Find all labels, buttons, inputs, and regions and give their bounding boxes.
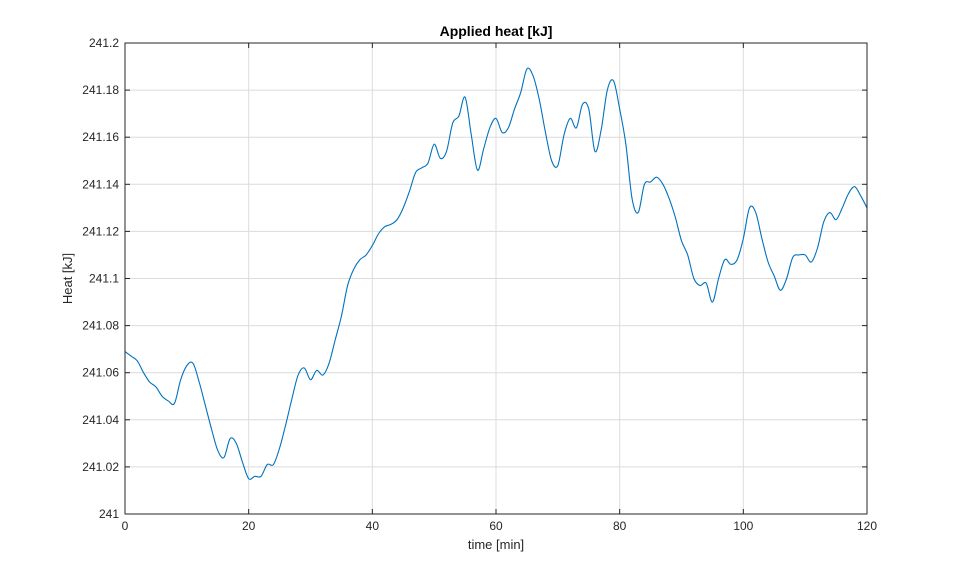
series-line xyxy=(124,67,868,480)
y-tick-label: 241.18 xyxy=(82,83,119,97)
chart-title: Applied heat [kJ] xyxy=(440,23,553,39)
y-tick-label: 241.2 xyxy=(89,36,119,50)
y-tick-label: 241 xyxy=(99,507,119,521)
y-tick-label: 241.12 xyxy=(82,224,119,238)
y-axis-ticks: 241 241.02 241.04 241.06 241.08 241.1 241.12 24… xyxy=(82,36,867,521)
y-tick-label: 241.02 xyxy=(82,460,119,474)
y-axis-label: Heat [kJ] xyxy=(60,253,75,304)
y-tick-label: 241.06 xyxy=(82,366,119,380)
x-tick-label: 120 xyxy=(857,519,877,533)
x-axis-label: time [min] xyxy=(468,537,524,552)
y-tick-label: 241.04 xyxy=(82,413,119,427)
y-tick-label: 241.08 xyxy=(82,319,119,333)
x-tick-label: 60 xyxy=(489,519,503,533)
y-tick-label: 241.1 xyxy=(89,272,119,286)
x-tick-label: 40 xyxy=(366,519,380,533)
x-axis-ticks: 0 20 40 60 80 100 120 xyxy=(122,43,877,533)
plot-area xyxy=(124,67,868,480)
y-tick-label: 241.14 xyxy=(82,177,119,191)
x-tick-label: 0 xyxy=(122,519,129,533)
y-tick-label: 241.16 xyxy=(82,130,119,144)
x-tick-label: 20 xyxy=(242,519,256,533)
x-tick-label: 100 xyxy=(733,519,753,533)
x-tick-label: 80 xyxy=(613,519,627,533)
